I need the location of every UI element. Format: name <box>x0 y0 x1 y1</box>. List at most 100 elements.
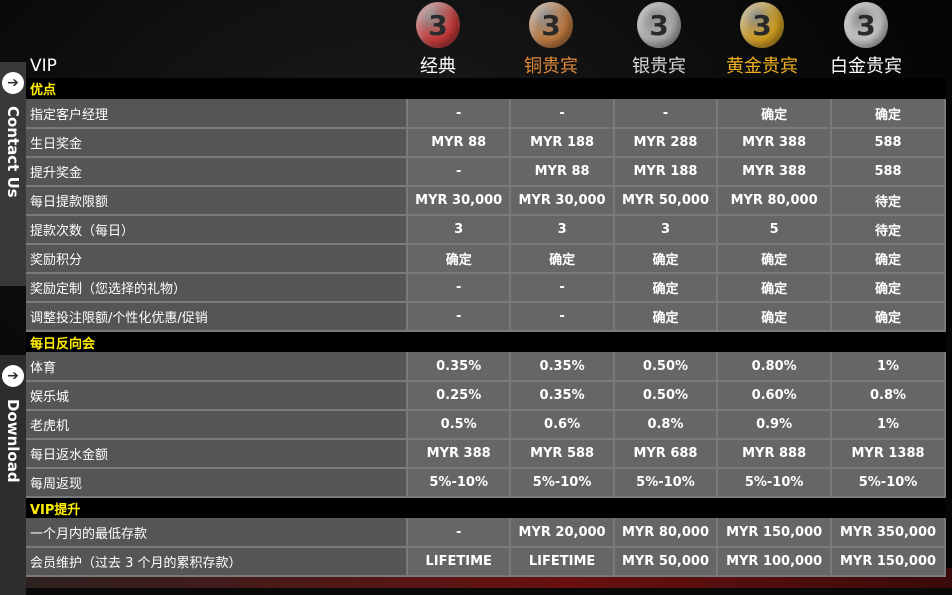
download-tab[interactable]: ➔ Download <box>0 355 26 595</box>
table-row: 奖励定制（您选择的礼物） - - 确定 确定 确定 <box>26 273 946 303</box>
cell-value: 0.80% <box>717 352 833 382</box>
table-row: 会员维护（过去 3 个月的累积存款） LIFETIME LIFETIME MYR 50… <box>26 547 946 577</box>
row-label: 奖励定制（您选择的礼物） <box>26 273 408 303</box>
arrow-right-icon: ➔ <box>2 365 24 387</box>
cell-value: 确定 <box>407 244 512 274</box>
cell-value: 待定 <box>831 186 946 216</box>
tier-3: 3 黄金贵宾 <box>707 2 817 78</box>
table-row: 体育 0.35% 0.35% 0.50% 0.80% 1% <box>26 352 946 382</box>
table-row: 提款次数（每日） 3 3 3 5 待定 <box>26 215 946 245</box>
cell-value: - <box>407 99 512 129</box>
cell-value: 3 <box>613 215 719 245</box>
cell-value: 0.35% <box>510 381 615 411</box>
cell-value: 0.25% <box>407 381 512 411</box>
cell-value: 0.50% <box>613 352 719 382</box>
table-row: 生日奖金 MYR 88 MYR 188 MYR 288 MYR 388 588 <box>26 128 946 158</box>
table-row: 每日提款限额 MYR 30,000 MYR 30,000 MYR 50,000 MYR … <box>26 186 946 216</box>
tier-name: 白金贵宾 <box>830 56 902 77</box>
cell-value: 0.35% <box>510 352 615 382</box>
cell-value: 5%-10% <box>613 468 719 498</box>
cell-value: 确定 <box>831 244 946 274</box>
cell-value: 588 <box>831 128 946 158</box>
row-label: 每周返现 <box>26 468 408 498</box>
cell-value: MYR 150,000 <box>831 547 946 577</box>
cell-value: 确定 <box>831 273 946 303</box>
cell-value: 确定 <box>613 244 719 274</box>
row-label: 娱乐城 <box>26 381 408 411</box>
cell-value: MYR 80,000 <box>717 186 833 216</box>
section-title: 每日反向会 <box>26 331 945 352</box>
cell-value: 1% <box>831 352 946 382</box>
cell-value: 确定 <box>717 244 833 274</box>
cell-value: 确定 <box>717 273 833 303</box>
row-label: 一个月内的最低存款 <box>26 518 408 548</box>
table-row: 娱乐城 0.25% 0.35% 0.50% 0.60% 0.8% <box>26 381 946 411</box>
cell-value: MYR 30,000 <box>510 186 615 216</box>
cell-value: LIFETIME <box>407 547 512 577</box>
row-label: 调整投注限额/个性化优惠/促销 <box>26 302 408 332</box>
cell-value: MYR 588 <box>510 439 615 469</box>
row-label: 生日奖金 <box>26 128 408 158</box>
cell-value: 0.9% <box>717 410 833 440</box>
cell-value: MYR 388 <box>407 439 512 469</box>
table-row: 提升奖金 - MYR 88 MYR 188 MYR 388 588 <box>26 157 946 187</box>
cell-value: MYR 50,000 <box>613 186 719 216</box>
table-row: 每周返现 5%-10% 5%-10% 5%-10% 5%-10% 5%-10% <box>26 468 946 498</box>
cell-value: MYR 20,000 <box>510 518 615 548</box>
cell-value: MYR 88 <box>407 128 512 158</box>
cell-value: 5%-10% <box>407 468 512 498</box>
cell-value: MYR 150,000 <box>717 518 833 548</box>
section-header: 优点 <box>26 78 945 99</box>
cell-value: MYR 688 <box>613 439 719 469</box>
download-label: Download <box>4 399 22 483</box>
cell-value: MYR 80,000 <box>613 518 719 548</box>
table-row: 奖励积分 确定 确定 确定 确定 确定 <box>26 244 946 274</box>
row-label: 体育 <box>26 352 408 382</box>
cell-value: 5 <box>717 215 833 245</box>
cell-value: 待定 <box>831 215 946 245</box>
tier-name: 黄金贵宾 <box>726 56 798 77</box>
cell-value: MYR 30,000 <box>407 186 512 216</box>
cell-value: MYR 50,000 <box>613 547 719 577</box>
cell-value: MYR 888 <box>717 439 833 469</box>
contact-us-label: Contact Us <box>4 106 22 198</box>
cell-value: - <box>407 518 512 548</box>
cell-value: 0.35% <box>407 352 512 382</box>
table-row: 一个月内的最低存款 - MYR 20,000 MYR 80,000 MYR 150,00… <box>26 518 946 548</box>
tier-0: 3 经典 <box>383 2 493 78</box>
row-label: 会员维护（过去 3 个月的累积存款） <box>26 547 408 577</box>
contact-us-tab[interactable]: ➔ Contact Us <box>0 62 26 286</box>
table-row: 调整投注限额/个性化优惠/促销 - - 确定 确定 确定 <box>26 302 946 332</box>
tier-name: 铜贵宾 <box>524 56 578 77</box>
cell-value: MYR 188 <box>613 157 719 187</box>
cell-value: 确定 <box>717 302 833 332</box>
cell-value: - <box>510 99 615 129</box>
tier-medal-icon: 3 <box>529 2 573 48</box>
table-row: 老虎机 0.5% 0.6% 0.8% 0.9% 1% <box>26 410 946 440</box>
cell-value: 5%-10% <box>717 468 833 498</box>
table-row: 每日返水金额 MYR 388 MYR 588 MYR 688 MYR 888 MYR 13… <box>26 439 946 469</box>
cell-value: MYR 350,000 <box>831 518 946 548</box>
section-header: VIP提升 <box>26 497 945 518</box>
cell-value: 0.5% <box>407 410 512 440</box>
cell-value: MYR 100,000 <box>717 547 833 577</box>
cell-value: - <box>510 273 615 303</box>
cell-value: 0.8% <box>831 381 946 411</box>
tier-1: 3 铜贵宾 <box>496 2 606 78</box>
cell-value: MYR 288 <box>613 128 719 158</box>
cell-value: 0.60% <box>717 381 833 411</box>
tier-medal-icon: 3 <box>637 2 681 48</box>
cell-value: - <box>407 273 512 303</box>
arrow-right-icon: ➔ <box>2 72 24 94</box>
cell-value: 确定 <box>717 99 833 129</box>
tier-4: 3 白金贵宾 <box>811 2 921 78</box>
cell-value: 确定 <box>831 99 946 129</box>
cell-value: 3 <box>407 215 512 245</box>
row-label: 奖励积分 <box>26 244 408 274</box>
section-title: 优点 <box>26 78 945 99</box>
section-header: 每日反向会 <box>26 331 945 352</box>
vip-label: VIP <box>30 56 57 76</box>
cell-value: MYR 88 <box>510 157 615 187</box>
row-label: 提升奖金 <box>26 157 408 187</box>
cell-value: 确定 <box>613 273 719 303</box>
